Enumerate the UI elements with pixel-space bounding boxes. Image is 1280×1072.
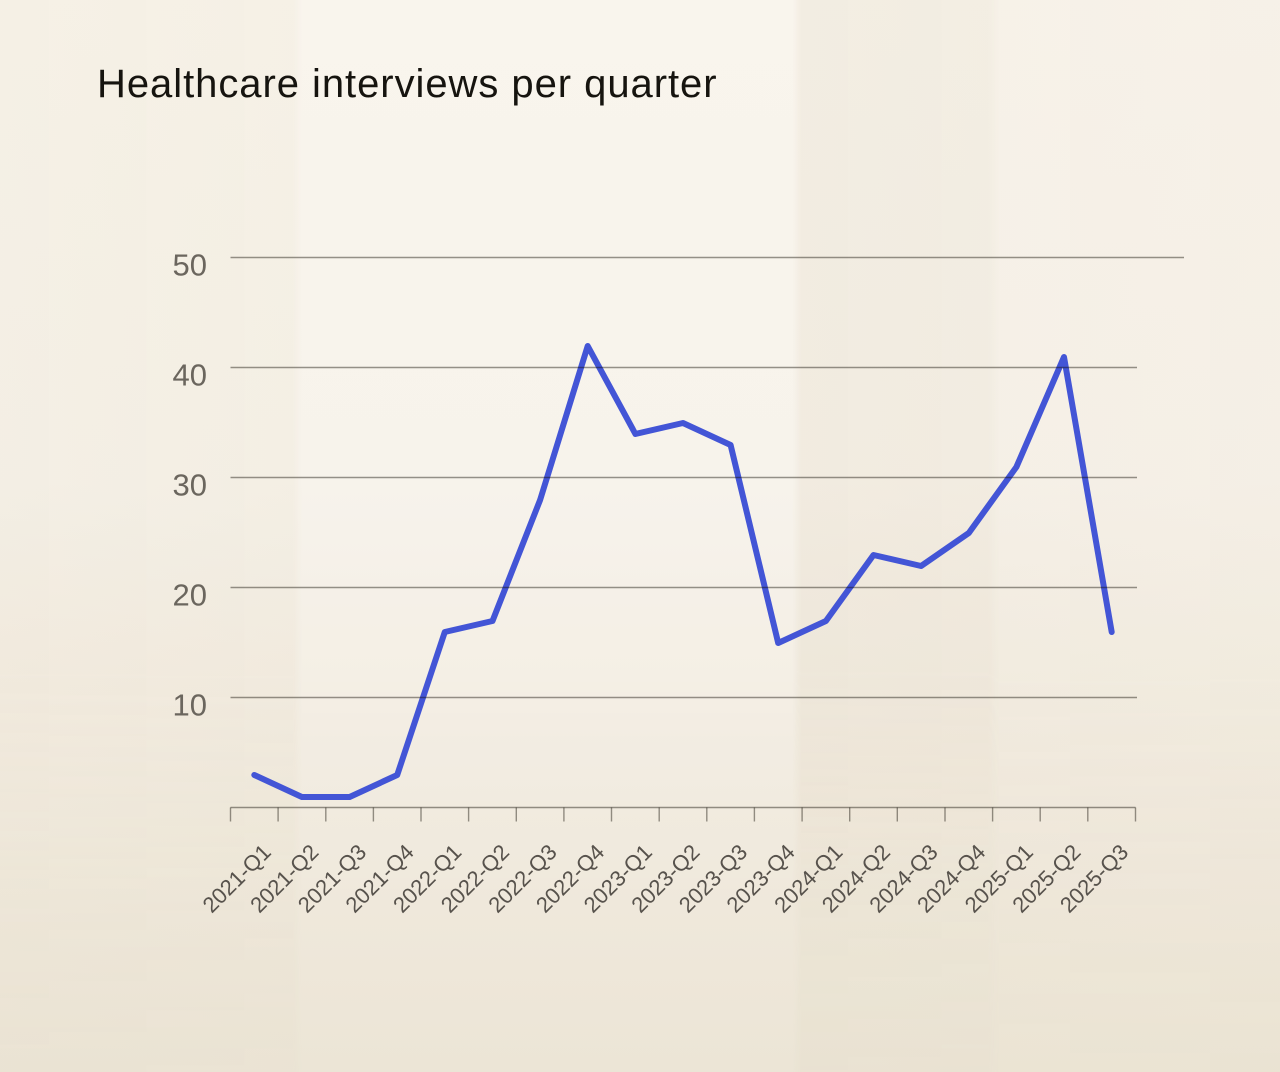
svg-text:20: 20 — [173, 578, 207, 613]
svg-text:30: 30 — [173, 468, 207, 503]
svg-text:10: 10 — [173, 688, 207, 723]
svg-text:40: 40 — [173, 358, 207, 393]
svg-text:50: 50 — [173, 248, 207, 283]
